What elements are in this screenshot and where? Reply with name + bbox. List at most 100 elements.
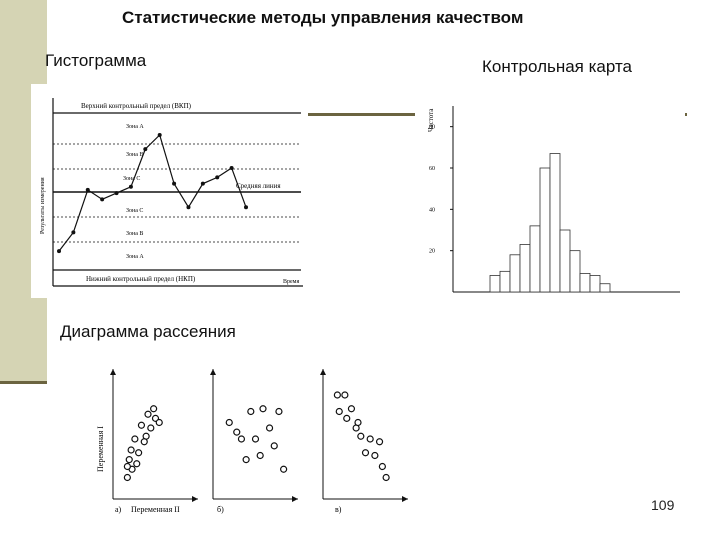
center-line-label: Средняя линия [236,182,281,190]
scatter-panel: Переменная I а) б) в) Переменная II [95,357,425,520]
scatter-point [131,435,139,443]
scatter-point [280,465,288,473]
scatter-point [341,391,349,399]
histogram-panel: Частота 20 40 60 80 [415,100,685,297]
scatter-x-arrow [192,496,198,502]
accent-underline [0,381,47,384]
control-chart-line [58,133,247,252]
scatter-x-arrow [402,496,408,502]
scatter-y-axis-label: Переменная I [96,426,105,472]
scatter-point [361,449,370,457]
scatter-panel-label: б) [217,505,224,514]
scatter-point [259,405,267,413]
scatter-point [135,449,143,457]
zone-label: Зона A [126,124,144,130]
scatter-point [347,405,356,413]
histogram-chart: Частота 20 40 60 80 [427,106,680,293]
hist-bar [569,250,581,293]
scatter-point [237,435,246,443]
scatter-x-arrow [292,496,298,502]
zone-label: Зона B [126,231,143,237]
scatter-point [242,456,250,464]
scatter-point [133,460,141,468]
label-scatter: Диаграмма рассеяния [60,322,236,341]
control-chart-point [57,249,61,254]
scatter-point [144,410,152,418]
scatter-point [256,451,264,460]
label-control-chart: Контрольная карта [482,57,633,76]
lcl-label: Нижний контрольный предел (НКП) [86,275,196,283]
scatter-y-arrow [110,369,116,375]
control-chart-point [244,205,248,210]
control-chart-point [172,181,177,186]
hist-bar [489,275,501,293]
scatter-point [125,456,133,464]
scatter-point [357,432,365,440]
scatter-point [147,424,155,432]
control-chart: Верхний контрольный предел (ВКП) Нижний … [40,98,303,287]
control-chart-point [85,187,90,192]
scatter-panel-label: в) [335,505,342,514]
scatter-point [251,435,260,443]
control-chart-panel: Верхний контрольный предел (ВКП) Нижний … [31,84,308,298]
control-chart-point [100,197,105,202]
scatter-point [123,473,131,482]
scatter-y-arrow [320,369,326,375]
scatter-point [265,424,274,432]
hist-tick-label: 20 [429,249,435,255]
cc-x-axis-label: Время [283,279,299,285]
control-chart-point [229,165,234,170]
control-chart-point [114,191,119,196]
scatter-point [333,391,341,399]
zone-label: Зона A [126,254,144,260]
header-rule [47,113,687,116]
control-chart-point [157,132,162,137]
scatter-point [371,451,379,460]
ucl-label: Верхний контрольный предел (ВКП) [81,102,192,110]
zone-label: Зона C [123,176,140,182]
hist-bar [539,167,551,293]
label-histogram: Гистограмма [45,51,147,70]
control-chart-point [71,230,76,235]
control-chart-point [215,175,220,180]
scatter-point [375,438,384,446]
control-chart-point [143,147,148,152]
scatter-point [270,442,278,450]
hist-bar [579,272,591,293]
hist-tick-label: 40 [429,207,435,213]
zone-label: Зона B [126,152,143,158]
scatter-x-axis-label: Переменная II [131,505,180,514]
control-chart-point [186,205,191,210]
hist-bar [529,225,541,293]
scatter-point [127,446,135,454]
scatter-panel-label: а) [115,505,122,514]
scatter-point [123,462,131,471]
scatter-point [137,421,146,429]
scatter-diagrams: Переменная I а) б) в) Переменная II [96,369,408,514]
cc-y-axis-label: Результаты измерения [40,177,46,234]
scatter-point [366,435,374,443]
hist-bar [549,153,561,293]
hist-y-axis-label: Частота [427,108,435,132]
hist-bar [589,275,601,293]
hist-tick-label: 80 [429,125,435,131]
scatter-point [155,418,163,427]
scatter-point [140,438,148,446]
hist-bar [599,283,611,293]
slide-title: Статистические методы управления качеств… [122,8,524,27]
control-chart-point [200,181,205,186]
scatter-point [354,418,362,427]
page-number: 109 [651,497,675,513]
scatter-point [150,405,158,413]
scatter-point [275,407,283,416]
hist-bar [559,229,571,293]
hist-bar [519,244,531,293]
scatter-point [335,407,343,416]
scatter-y-arrow [210,369,216,375]
zone-label: Зона C [126,208,143,214]
scatter-point [225,418,233,427]
hist-bar [499,270,511,293]
scatter-point [343,414,351,422]
scatter-point [233,428,241,436]
control-chart-point [128,184,133,189]
